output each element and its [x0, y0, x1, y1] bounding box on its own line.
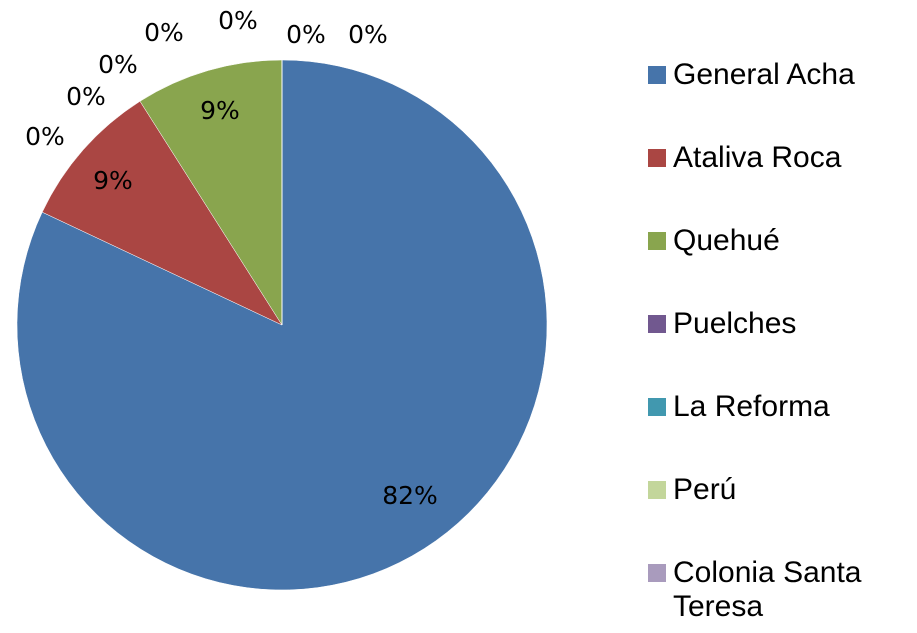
legend-item: General Acha	[640, 58, 913, 92]
legend-swatch	[648, 398, 666, 416]
legend-item: Quehué	[640, 224, 913, 258]
data-label: 0%	[98, 50, 138, 79]
data-label: 9%	[200, 96, 240, 125]
data-label: 0%	[348, 20, 388, 49]
data-label: 0%	[286, 20, 326, 49]
data-label: 0%	[144, 18, 184, 47]
legend-item: Ataliva Roca	[640, 141, 913, 175]
legend-item: Puelches	[640, 307, 913, 341]
data-label: 82%	[382, 481, 438, 510]
legend-swatch	[648, 564, 666, 582]
legend-label: General Acha	[673, 58, 855, 91]
legend-label: La Reforma	[673, 390, 830, 423]
data-label: 0%	[25, 122, 65, 151]
legend-label: Ataliva Roca	[673, 141, 842, 174]
legend-swatch	[648, 66, 666, 84]
legend-item: La Reforma	[640, 390, 913, 424]
legend-item: Perú	[640, 473, 913, 507]
legend-swatch	[648, 149, 666, 167]
legend-label: Quehué	[673, 224, 780, 257]
legend-item: Colonia Santa Teresa	[640, 556, 913, 624]
pie-slice	[41, 100, 283, 326]
legend-swatch	[648, 481, 666, 499]
legend-swatch	[648, 315, 666, 333]
legend-swatch	[648, 232, 666, 250]
data-label: 9%	[93, 166, 133, 195]
legend-label: Colonia Santa Teresa	[673, 556, 862, 623]
legend-label: Perú	[673, 473, 737, 506]
pie-slice	[139, 59, 283, 326]
data-label: 0%	[66, 82, 106, 111]
data-label: 0%	[218, 6, 258, 35]
legend-label: Puelches	[673, 307, 797, 340]
